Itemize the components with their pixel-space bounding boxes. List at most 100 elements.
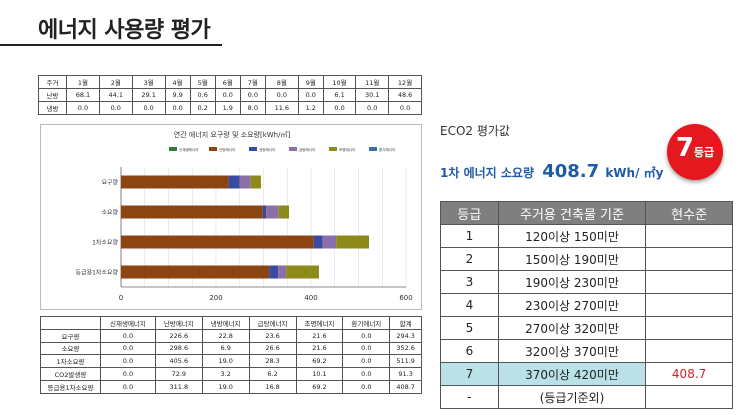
table-cell: 0.0 xyxy=(164,101,191,115)
eco2-label: ECO2 평가값 xyxy=(440,124,510,138)
grade-row: 1 120이상 150미만 xyxy=(440,224,733,248)
bar-segment xyxy=(121,235,314,249)
grade-row: - (등급기준외) xyxy=(440,385,733,409)
table-cell: 30.1 xyxy=(355,88,390,102)
table-cell: 5월 xyxy=(189,75,216,89)
x-tick-label: 200 xyxy=(209,294,222,302)
grade-cell: 150이상 190미만 xyxy=(497,247,647,271)
grade-row: 6 320이상 370미만 xyxy=(440,339,733,363)
table-cell: 405.6 xyxy=(154,354,203,369)
bar-segment xyxy=(262,205,267,219)
energy-breakdown-table: 신재생에너지 난방에너지 냉방에너지 급탕에너지 조명에너지 환기에너지 합계 요구량 0.0 2… xyxy=(40,316,422,394)
table-cell: 72.9 xyxy=(154,367,203,381)
table-cell: 등급용1차소요량 xyxy=(40,379,101,394)
table-cell: 23.6 xyxy=(248,328,297,343)
page-title: 에너지 사용량 평가 xyxy=(38,18,211,43)
first-energy-unit: kWh/ ㎡y xyxy=(605,166,664,180)
table-cell: 16.8 xyxy=(248,379,297,394)
y-category-label: 요구량 xyxy=(101,180,118,187)
table-cell: 8월 xyxy=(264,75,299,89)
bar-segment xyxy=(121,175,229,189)
table-cell: 1.9 xyxy=(214,101,241,115)
grade-cell: 230이상 270미만 xyxy=(497,293,647,317)
table-row: 냉방 0.0 0.0 0.0 0.0 0.2 1.9 8.0 11.6 1.2 0.0 0.0 0.0 xyxy=(38,101,422,115)
table-header-cell: 급탕에너지 xyxy=(248,316,297,330)
table-cell: 69.2 xyxy=(295,354,344,369)
legend-swatch xyxy=(369,147,377,151)
table-row: 난방 68.1 44.1 29.1 9.9 0.6 0.0 0.0 0.0 0.0 6.1 30.1 4… xyxy=(38,88,422,102)
table-row: CO2발생량 0.0 72.9 3.2 6.2 10.1 0.0 91.3 xyxy=(40,367,422,381)
table-cell: 0.0 xyxy=(214,88,241,102)
table-header-cell xyxy=(40,316,101,330)
table-cell: 408.7 xyxy=(389,379,422,394)
table-cell: 11.6 xyxy=(264,101,299,115)
table-cell: 1차소요량 xyxy=(40,354,101,369)
table-cell: 0.0 xyxy=(98,101,133,115)
table-cell: 12월 xyxy=(388,75,422,89)
table-header-cell: 합계 xyxy=(389,316,422,330)
chart-svg: 연간 에너지 요구량 및 소요량[kWh/㎡] 신재생에너지 난방에너지 냉방에너지 급… xyxy=(76,130,413,302)
table-cell: 0.0 xyxy=(388,101,422,115)
bar-segment xyxy=(250,175,261,189)
table-cell: 8.0 xyxy=(239,101,266,115)
grade-badge: 7등급 xyxy=(667,124,723,180)
table-cell: 311.8 xyxy=(154,379,203,394)
table-cell: 28.3 xyxy=(248,354,297,369)
table-cell: 294.3 xyxy=(389,328,422,343)
table-cell: 0.2 xyxy=(189,101,216,115)
title-underline xyxy=(0,44,222,46)
grade-cell: 190이상 230미만 xyxy=(497,270,647,294)
grade-cell xyxy=(645,270,733,294)
grade-cell: 2 xyxy=(440,247,499,271)
table-cell: 6.9 xyxy=(201,341,250,356)
table-row: 등급용1차소요량 0.0 311.8 19.0 16.8 69.2 0.0 408.7 xyxy=(40,379,422,394)
table-cell: 요구량 xyxy=(40,328,101,343)
table-cell: 9월 xyxy=(297,75,324,89)
table-cell: 19.0 xyxy=(201,379,250,394)
grade-cell: 5 xyxy=(440,316,499,340)
table-cell: 0.0 xyxy=(239,88,266,102)
table-cell: 1.2 xyxy=(297,101,324,115)
grade-cell: - xyxy=(440,385,499,409)
table-cell: 7월 xyxy=(239,75,266,89)
chart-title: 연간 에너지 요구량 및 소요량[kWh/㎡] xyxy=(174,130,291,139)
legend-label: 난방에너지 xyxy=(219,147,235,152)
table-cell: 19.0 xyxy=(201,354,250,369)
first-energy-value: 408.7 xyxy=(542,161,600,182)
table-cell: 9.9 xyxy=(164,88,191,102)
table-cell: 0.0 xyxy=(100,328,156,343)
table-header-cell: 조명에너지 xyxy=(295,316,344,330)
legend-label: 급탕에너지 xyxy=(299,147,315,152)
y-category-label: 1차소요량 xyxy=(92,239,118,247)
grade-header-cell: 현수준 xyxy=(645,201,733,225)
grade-cell xyxy=(645,224,733,248)
bar-segment xyxy=(336,235,369,249)
bar-segment xyxy=(121,205,263,219)
table-cell: 26.6 xyxy=(248,341,297,356)
table-cell: 10월 xyxy=(322,75,357,89)
table-cell: CO2발생량 xyxy=(40,367,101,381)
table-row: 1차소요량 0.0 405.6 19.0 28.3 69.2 0.0 511.9 xyxy=(40,354,422,369)
table-row: 요구량 0.0 226.6 22.8 23.6 21.6 0.0 294.3 xyxy=(40,328,422,343)
table-cell: 0.0 xyxy=(342,379,391,394)
table-cell: 6.1 xyxy=(322,88,357,102)
x-tick-label: 400 xyxy=(304,294,317,302)
grade-row: 5 270이상 320미만 xyxy=(440,316,733,340)
grade-header-cell: 등급 xyxy=(440,201,499,225)
bar-segment xyxy=(228,175,240,189)
grade-badge-number: 7 xyxy=(675,133,694,163)
table-cell: 0.0 xyxy=(100,341,156,356)
grade-cell xyxy=(645,339,733,363)
grade-cell: 120이상 150미만 xyxy=(497,224,647,248)
table-cell: 91.3 xyxy=(389,367,422,381)
table-cell: 0.0 xyxy=(297,88,324,102)
table-cell: 68.1 xyxy=(66,88,100,102)
table-header-row: 등급 주거용 건축물 기준 현수준 xyxy=(440,201,733,225)
grade-cell: 408.7 xyxy=(645,362,733,386)
table-cell: 0.0 xyxy=(322,101,357,115)
y-category-label: 소요량 xyxy=(101,210,118,217)
table-cell: 21.6 xyxy=(295,341,344,356)
table-header-cell: 환기에너지 xyxy=(342,316,391,330)
table-cell: 3.2 xyxy=(201,367,250,381)
table-cell: 소요량 xyxy=(40,341,101,356)
